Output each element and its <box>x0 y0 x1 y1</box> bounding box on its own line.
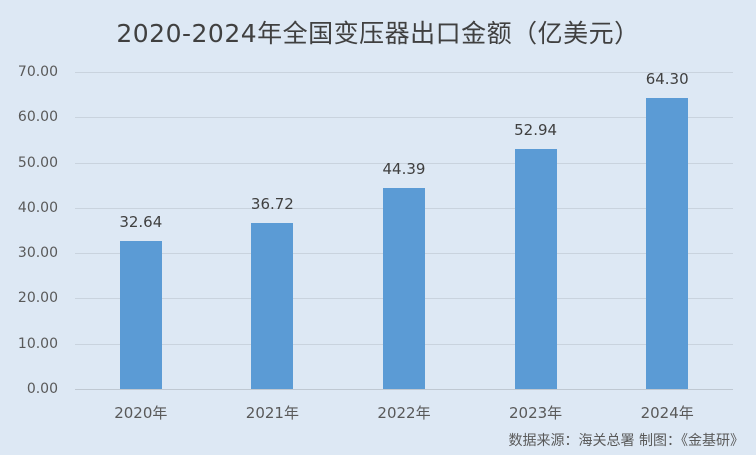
bar-value-label: 52.94 <box>514 121 558 140</box>
bar <box>646 97 689 389</box>
x-tick-label: 2022年 <box>377 404 431 422</box>
gridline <box>75 72 733 73</box>
gridline <box>75 117 733 119</box>
bar-value-label: 64.30 <box>645 69 689 88</box>
x-tick-label: 2021年 <box>245 404 299 422</box>
y-tick-label: 20.00 <box>17 290 58 307</box>
x-tick-label: 2020年 <box>114 404 168 422</box>
bar <box>514 149 557 389</box>
chart-title: 2020-2024年全国变压器出口金额（亿美元） <box>116 19 640 48</box>
bar-value-label: 32.64 <box>119 213 163 232</box>
bar-value-label: 44.39 <box>382 159 426 178</box>
y-tick-label: 10.00 <box>17 335 58 352</box>
y-tick-label: 40.00 <box>17 199 58 216</box>
source-note: 数据来源：海关总署 制图：《金基研》 <box>508 433 744 449</box>
y-tick-label: 50.00 <box>17 154 58 171</box>
bar <box>119 241 162 389</box>
x-tick-label: 2024年 <box>640 404 694 422</box>
y-tick-label: 60.00 <box>17 109 58 126</box>
y-tick-label: 0.00 <box>26 381 58 397</box>
gridline <box>75 389 733 390</box>
bar-value-label: 36.72 <box>250 194 294 213</box>
x-tick-label: 2023年 <box>509 404 563 422</box>
y-tick-label: 30.00 <box>17 245 58 262</box>
bar <box>383 187 425 389</box>
bar <box>251 222 294 389</box>
y-tick-label: 70.00 <box>17 64 58 80</box>
gridline <box>75 162 733 164</box>
plot-area: 32.64 36.72 44.39 52.94 64.30 <box>75 69 733 390</box>
